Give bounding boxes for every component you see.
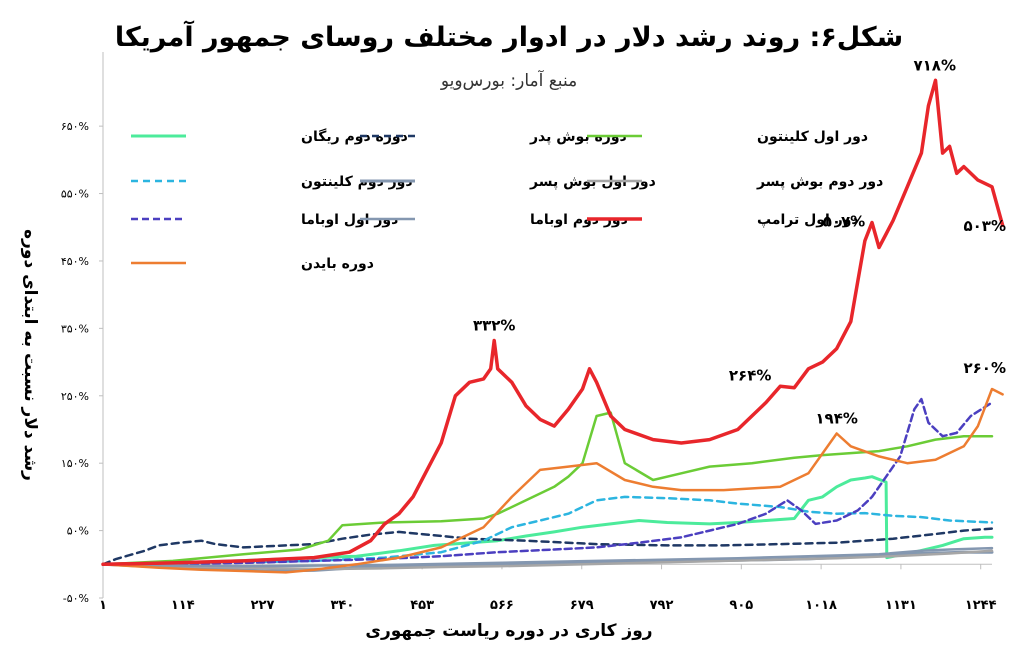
y-axis-label: رشد دلار نسبت به ابتدای دوره	[20, 229, 40, 481]
series-line-5	[101, 549, 994, 571]
legend-label: دوره بوش پدر	[529, 129, 627, 145]
peak-annotation: ۲۶۰%	[964, 359, 1007, 377]
y-tick-label: ۵۵۰%	[61, 188, 89, 201]
peak-annotation: ۲۶۴%	[729, 366, 772, 384]
x-tick-label: ۴۵۳	[410, 598, 434, 613]
x-tick-label: ۱	[99, 598, 107, 613]
axes: -۵۰% ۵۰% ۱۵۰% ۲۵۰% ۳۵۰% ۴۵۰% ۵۵۰% ۶۵۰% ۱ ۱۱۴ ۲۲۷ ۳۴…	[61, 52, 997, 613]
legend-label: دور دوم اوباما	[530, 212, 628, 228]
y-tick-label: ۱۵۰%	[61, 457, 89, 470]
series-line-8	[101, 78, 1005, 567]
legend-label: دوره بایدن	[301, 256, 374, 272]
legend-label: دور دوم بوش پسر	[756, 174, 883, 190]
y-tick-label: ۴۵۰%	[61, 255, 89, 268]
x-tick-label: ۱۲۴۴	[965, 598, 997, 613]
series-line-0	[101, 475, 994, 566]
x-tick-label: ۷۹۲	[650, 598, 674, 613]
series-line-1	[101, 527, 994, 566]
legend-label: دور اول اوباما	[301, 212, 398, 228]
series-line-9	[101, 387, 1004, 574]
x-tick-label: ۲۲۷	[251, 598, 275, 613]
annotations: ۳۳۲% ۲۶۴% ۱۹۴% ۵۰۷% ۷۱۸% ۵۰۳% ۲۶۰%	[473, 56, 1006, 427]
legend-label: دوره دوم ریگان	[301, 128, 408, 145]
y-tick-label: ۶۵۰%	[61, 120, 89, 133]
legend-label: دور اول کلینتون	[757, 129, 868, 145]
y-tick-label: ۵۰%	[67, 525, 89, 538]
legend: دوره دوم ریگان دوره بوش پدر دور اول کلینتو…	[131, 128, 883, 272]
series-line-7	[101, 546, 994, 568]
series-line-6	[101, 397, 994, 566]
x-tick-label: ۱۰۱۸	[805, 598, 837, 613]
chart-title: شکل۶: روند رشد دلار در ادوار مختلف روسای…	[115, 20, 903, 53]
series-layer	[101, 78, 1005, 574]
y-tick-label: -۵۰%	[63, 592, 89, 605]
chart-subtitle: منبع آمار: بورس‌ویو	[440, 69, 577, 91]
peak-annotation: ۵۰۳%	[964, 217, 1007, 235]
x-axis-label: روز کاری در دوره ریاست جمهوری	[365, 621, 652, 641]
peak-annotation: ۵۰۷%	[823, 213, 866, 231]
y-tick-label: ۳۵۰%	[61, 322, 89, 335]
x-tick-label: ۹۰۵	[729, 598, 753, 613]
peak-annotation: ۱۹۴%	[815, 410, 858, 428]
x-tick-label: ۱۱۴	[171, 598, 195, 613]
peak-annotation: ۳۳۲%	[473, 317, 516, 335]
x-tick-label: ۱۱۳۱	[885, 598, 917, 613]
legend-label: دور دوم کلینتون	[301, 174, 413, 190]
peak-annotation: ۷۱۸%	[914, 56, 957, 74]
legend-label: دور اول ترامپ	[757, 212, 859, 228]
series-line-2	[101, 411, 994, 566]
x-tick-label: ۶۷۹	[570, 598, 594, 613]
y-tick-label: ۲۵۰%	[61, 390, 89, 403]
x-tick-label: ۵۶۶	[490, 598, 514, 613]
x-tick-label: ۳۴۰	[330, 598, 354, 613]
